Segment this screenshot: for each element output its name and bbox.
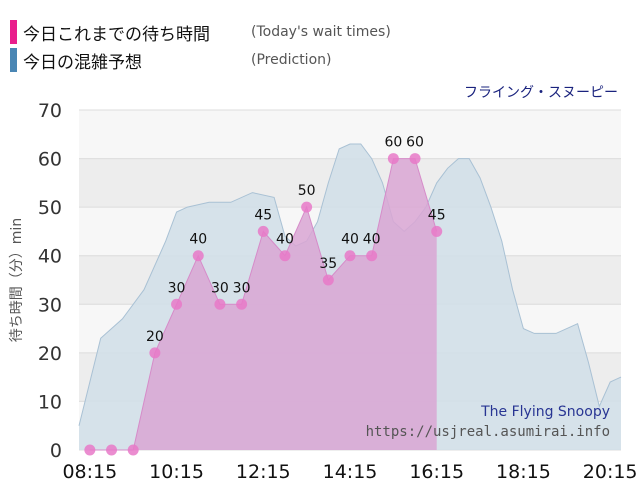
legend-today-swatch: [10, 20, 17, 44]
data-point: [236, 298, 248, 310]
data-label: 30: [233, 280, 251, 296]
legend-prediction-sublabel: (Prediction): [251, 52, 332, 68]
credit-attraction-name: The Flying Snoopy: [480, 404, 610, 420]
data-point: [149, 347, 161, 359]
y-tick-label: 0: [50, 440, 62, 462]
data-label: 45: [428, 207, 446, 223]
legend-today-label: 今日これまでの待ち時間: [23, 24, 210, 45]
data-point: [387, 153, 399, 165]
x-tick-label: 10:15: [149, 461, 204, 483]
credit-url: https://usjreal.asumirai.info: [366, 424, 610, 440]
data-points: [84, 153, 443, 456]
data-point: [279, 250, 291, 262]
data-label: 60: [384, 135, 402, 151]
legend-prediction-swatch: [10, 48, 17, 72]
data-label: 30: [211, 280, 229, 296]
y-tick-label: 70: [38, 100, 62, 122]
y-tick-label: 30: [38, 294, 62, 316]
data-label: 60: [406, 135, 424, 151]
today-area: [89, 158, 437, 450]
y-tick-label: 50: [38, 197, 62, 219]
y-tick-label: 20: [38, 343, 62, 365]
y-tick-label: 40: [38, 246, 62, 268]
data-label: 40: [363, 232, 381, 248]
data-point: [322, 274, 334, 286]
x-tick-label: 14:15: [323, 461, 378, 483]
data-point: [192, 250, 204, 262]
data-point: [344, 250, 356, 262]
data-point: [301, 201, 313, 213]
x-axis-ticks: 08:15 10:15 12:15 14:15 16:15 18:15 20:15: [62, 461, 637, 483]
y-axis-title: 待ち時間（分）min: [9, 218, 25, 342]
legend-prediction: 今日の混雑予想 (Prediction): [0, 48, 332, 73]
y-tick-label: 60: [38, 149, 62, 171]
y-tick-label: 10: [38, 391, 62, 413]
data-point: [366, 250, 378, 262]
x-tick-label: 08:15: [62, 461, 117, 483]
data-point: [171, 298, 183, 310]
x-tick-label: 16:15: [409, 461, 464, 483]
x-tick-label: 18:15: [496, 461, 551, 483]
chart-title: フライング・スヌーピー: [464, 85, 618, 101]
data-point: [257, 225, 269, 237]
data-label: 40: [276, 232, 294, 248]
data-label: 30: [168, 280, 186, 296]
legend-today: 今日これまでの待ち時間 (Today's wait times): [0, 20, 391, 45]
legend-today-sublabel: (Today's wait times): [251, 24, 391, 40]
data-point: [409, 153, 421, 165]
x-tick-label: 20:15: [583, 461, 638, 483]
data-label: 35: [319, 256, 337, 272]
data-label: 40: [189, 232, 207, 248]
data-label: 40: [341, 232, 359, 248]
legend-prediction-label: 今日の混雑予想: [23, 52, 142, 73]
data-label: 20: [146, 329, 164, 345]
data-point: [431, 225, 443, 237]
data-point: [106, 444, 118, 456]
data-point: [127, 444, 139, 456]
data-point: [214, 298, 226, 310]
x-tick-label: 12:15: [236, 461, 291, 483]
y-axis-ticks: 0 10 20 30 40 50 60 70: [38, 100, 62, 462]
area-series: [78, 143, 622, 451]
data-point: [84, 444, 96, 456]
data-label: 45: [254, 207, 272, 223]
data-label: 50: [298, 183, 316, 199]
